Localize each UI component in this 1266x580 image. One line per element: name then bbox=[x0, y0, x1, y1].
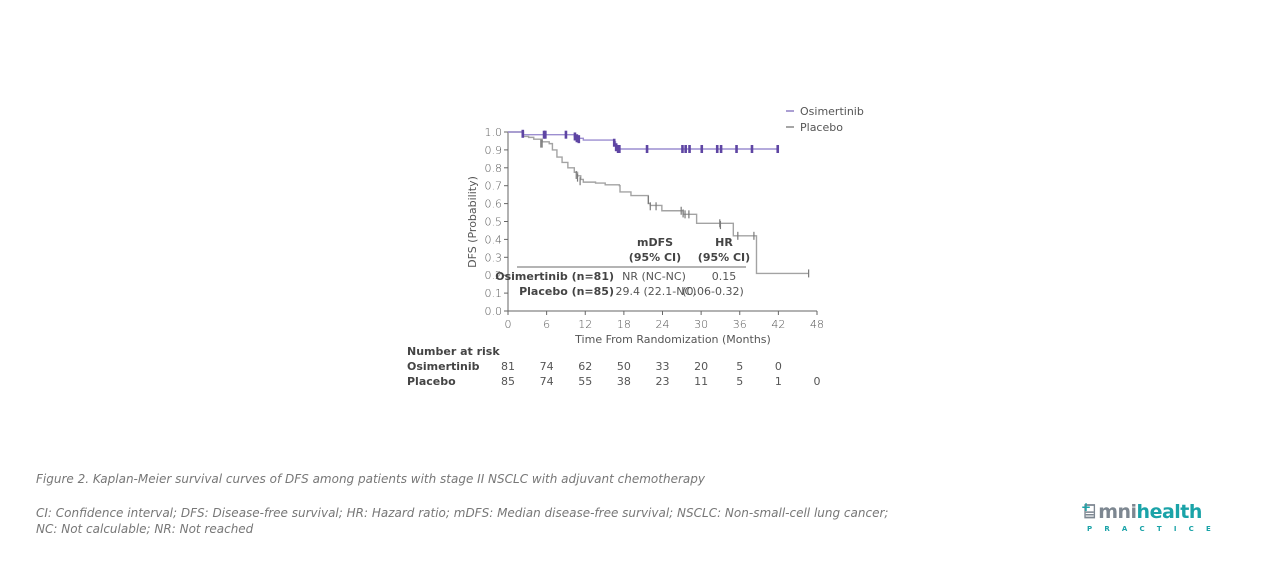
y-axis-title: DFS (Probability) bbox=[466, 176, 479, 268]
y-ticks: 0.0 0.1 0.2 0.3 0.4 0.5 0.6 0.7 0.8 0.9 1.0 bbox=[485, 126, 508, 318]
figure-caption: Figure 2. Kaplan-Meier survival curves o… bbox=[36, 472, 705, 486]
x-tick-label: 12 bbox=[578, 318, 592, 331]
x-tick-label: 0 bbox=[505, 318, 512, 331]
x-tick-label: 36 bbox=[733, 318, 747, 331]
risk-value-osimertinib: 20 bbox=[694, 360, 708, 373]
x-tick-label: 18 bbox=[617, 318, 631, 331]
plus-icon: + bbox=[1081, 500, 1091, 514]
risk-value-osimertinib: 62 bbox=[578, 360, 592, 373]
km-curve-placebo bbox=[508, 131, 809, 275]
risk-value-placebo: 85 bbox=[501, 375, 515, 388]
y-tick-label: 0.9 bbox=[485, 144, 503, 157]
risk-table-title: Number at risk bbox=[407, 345, 500, 358]
y-tick-label: 1.0 bbox=[485, 126, 503, 139]
legend-label-osimertinib: Osimertinib bbox=[800, 105, 864, 118]
table-header-mdfs-ci: (95% CI) bbox=[629, 251, 681, 264]
risk-value-placebo: 11 bbox=[694, 375, 708, 388]
x-tick-label: 30 bbox=[694, 318, 708, 331]
abbreviations-line-2: NC: Not calculable; NR: Not reached bbox=[36, 522, 254, 536]
risk-value-osimertinib: 0 bbox=[775, 360, 782, 373]
y-tick-label: 0.2 bbox=[485, 269, 503, 282]
risk-value-placebo: 74 bbox=[540, 375, 554, 388]
table-header-mdfs: mDFS bbox=[637, 236, 673, 249]
x-tick-label: 24 bbox=[656, 318, 670, 331]
risk-row-label-osimertinib: Osimertinib bbox=[407, 360, 480, 373]
y-tick-label: 0.3 bbox=[485, 251, 503, 264]
table-cell-hr-osimertinib: 0.15 bbox=[712, 270, 737, 283]
risk-value-placebo: 0 bbox=[814, 375, 821, 388]
legend-label-placebo: Placebo bbox=[800, 121, 843, 134]
risk-row-label-placebo: Placebo bbox=[407, 375, 456, 388]
x-axis-title: Time From Randomization (Months) bbox=[574, 333, 771, 346]
number-at-risk: Number at risk Osimertinib Placebo 81 74 6… bbox=[407, 345, 821, 388]
y-tick-label: 0.6 bbox=[485, 198, 503, 211]
risk-value-osimertinib: 74 bbox=[540, 360, 554, 373]
table-cell-mdfs-osimertinib: NR (NC-NC) bbox=[622, 270, 686, 283]
y-tick-label: 0.1 bbox=[485, 287, 503, 300]
table-row-label-osimertinib: Osimertinib (n=81) bbox=[495, 270, 614, 283]
logo-omni-text: mni bbox=[1094, 501, 1137, 523]
risk-value-placebo: 38 bbox=[617, 375, 631, 388]
risk-value-placebo: 23 bbox=[656, 375, 670, 388]
x-tick-label: 42 bbox=[771, 318, 785, 331]
y-tick-label: 0.8 bbox=[485, 162, 503, 175]
logo-health-text: health bbox=[1136, 501, 1203, 523]
risk-value-placebo: 55 bbox=[578, 375, 592, 388]
table-cell-hr-placebo: (0.06-0.32) bbox=[682, 285, 744, 298]
summary-table: mDFS (95% CI) HR (95% CI) Osimertinib (n… bbox=[495, 236, 750, 298]
risk-value-osimertinib: 5 bbox=[736, 360, 743, 373]
series-group bbox=[508, 129, 810, 278]
abbreviations-line-1: CI: Confidence interval; DFS: Disease-fr… bbox=[36, 506, 889, 520]
x-ticks: 0 6 12 18 24 30 36 42 48 bbox=[505, 311, 824, 331]
risk-value-osimertinib: 81 bbox=[501, 360, 515, 373]
risk-value-osimertinib: 50 bbox=[617, 360, 631, 373]
y-tick-label: 0.0 bbox=[485, 305, 503, 318]
logo-wordmark: + ⌸ mnihealth bbox=[1081, 500, 1224, 523]
logo-omni: ⌸ bbox=[1084, 501, 1095, 523]
risk-value-placebo: 1 bbox=[775, 375, 782, 388]
y-tick-label: 0.5 bbox=[485, 216, 503, 229]
y-tick-label: 0.4 bbox=[485, 233, 503, 246]
table-cell-mdfs-placebo: 29.4 (22.1-NC) bbox=[616, 285, 697, 298]
risk-values: 81 74 62 50 33 20 5 085 74 55 38 23 11 5 1 0 bbox=[501, 360, 821, 388]
risk-value-placebo: 5 bbox=[736, 375, 743, 388]
table-header-hr-ci: (95% CI) bbox=[698, 251, 750, 264]
risk-value-osimertinib: 33 bbox=[656, 360, 670, 373]
km-chart: 0.00.10.20.30.40.50.60.70.80.91.0 0 6 12 18… bbox=[407, 105, 864, 388]
table-row-label-placebo: Placebo (n=85) bbox=[519, 285, 614, 298]
table-header-hr: HR bbox=[715, 236, 733, 249]
logo-practice-text: PRACTICE bbox=[1087, 525, 1223, 533]
legend: Osimertinib Placebo bbox=[786, 105, 864, 134]
x-tick-label: 6 bbox=[543, 318, 550, 331]
y-tick-label: 0.7 bbox=[485, 180, 503, 193]
omnihealth-logo: + ⌸ mnihealth PRACTICE bbox=[1081, 500, 1224, 533]
x-tick-label: 48 bbox=[810, 318, 824, 331]
